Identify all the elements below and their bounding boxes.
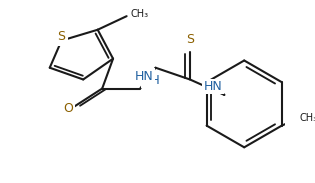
Text: CH₃: CH₃ bbox=[300, 113, 315, 123]
Text: CH₃: CH₃ bbox=[130, 9, 148, 19]
Text: S: S bbox=[58, 31, 66, 44]
Text: NH: NH bbox=[142, 74, 161, 87]
Text: S: S bbox=[186, 33, 194, 46]
Text: O: O bbox=[63, 102, 73, 115]
Text: HN: HN bbox=[204, 80, 222, 93]
Text: HN: HN bbox=[135, 70, 154, 83]
